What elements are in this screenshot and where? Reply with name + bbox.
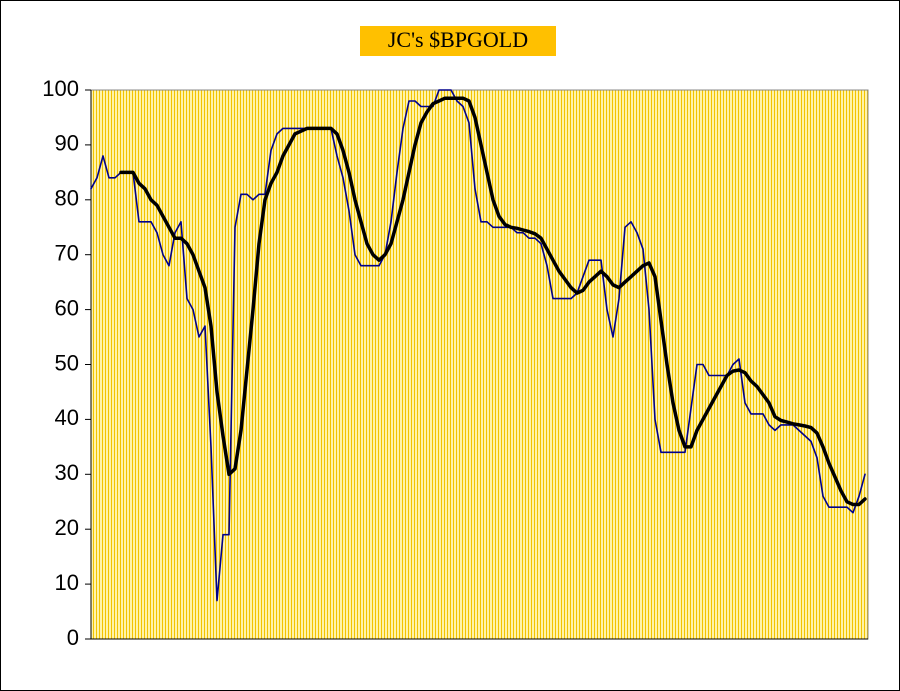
y-tick-label: 10 (55, 570, 79, 595)
y-tick-label: 90 (55, 131, 79, 156)
y-tick-label: 0 (67, 625, 79, 650)
y-tick-label: 60 (55, 295, 79, 320)
y-tick-label: 20 (55, 515, 79, 540)
title-box (360, 26, 556, 56)
y-tick-label: 30 (55, 460, 79, 485)
data-line (90, 89, 866, 602)
data-line (119, 96, 867, 507)
y-tick-label: 40 (55, 405, 79, 430)
y-tick-label: 80 (55, 186, 79, 211)
chart-title: JC's $BPGOLD (388, 27, 528, 52)
y-tick-label: 70 (55, 241, 79, 266)
y-tick-label: 100 (42, 76, 79, 101)
plot-area (90, 89, 869, 640)
y-tick-label: 50 (55, 350, 79, 375)
